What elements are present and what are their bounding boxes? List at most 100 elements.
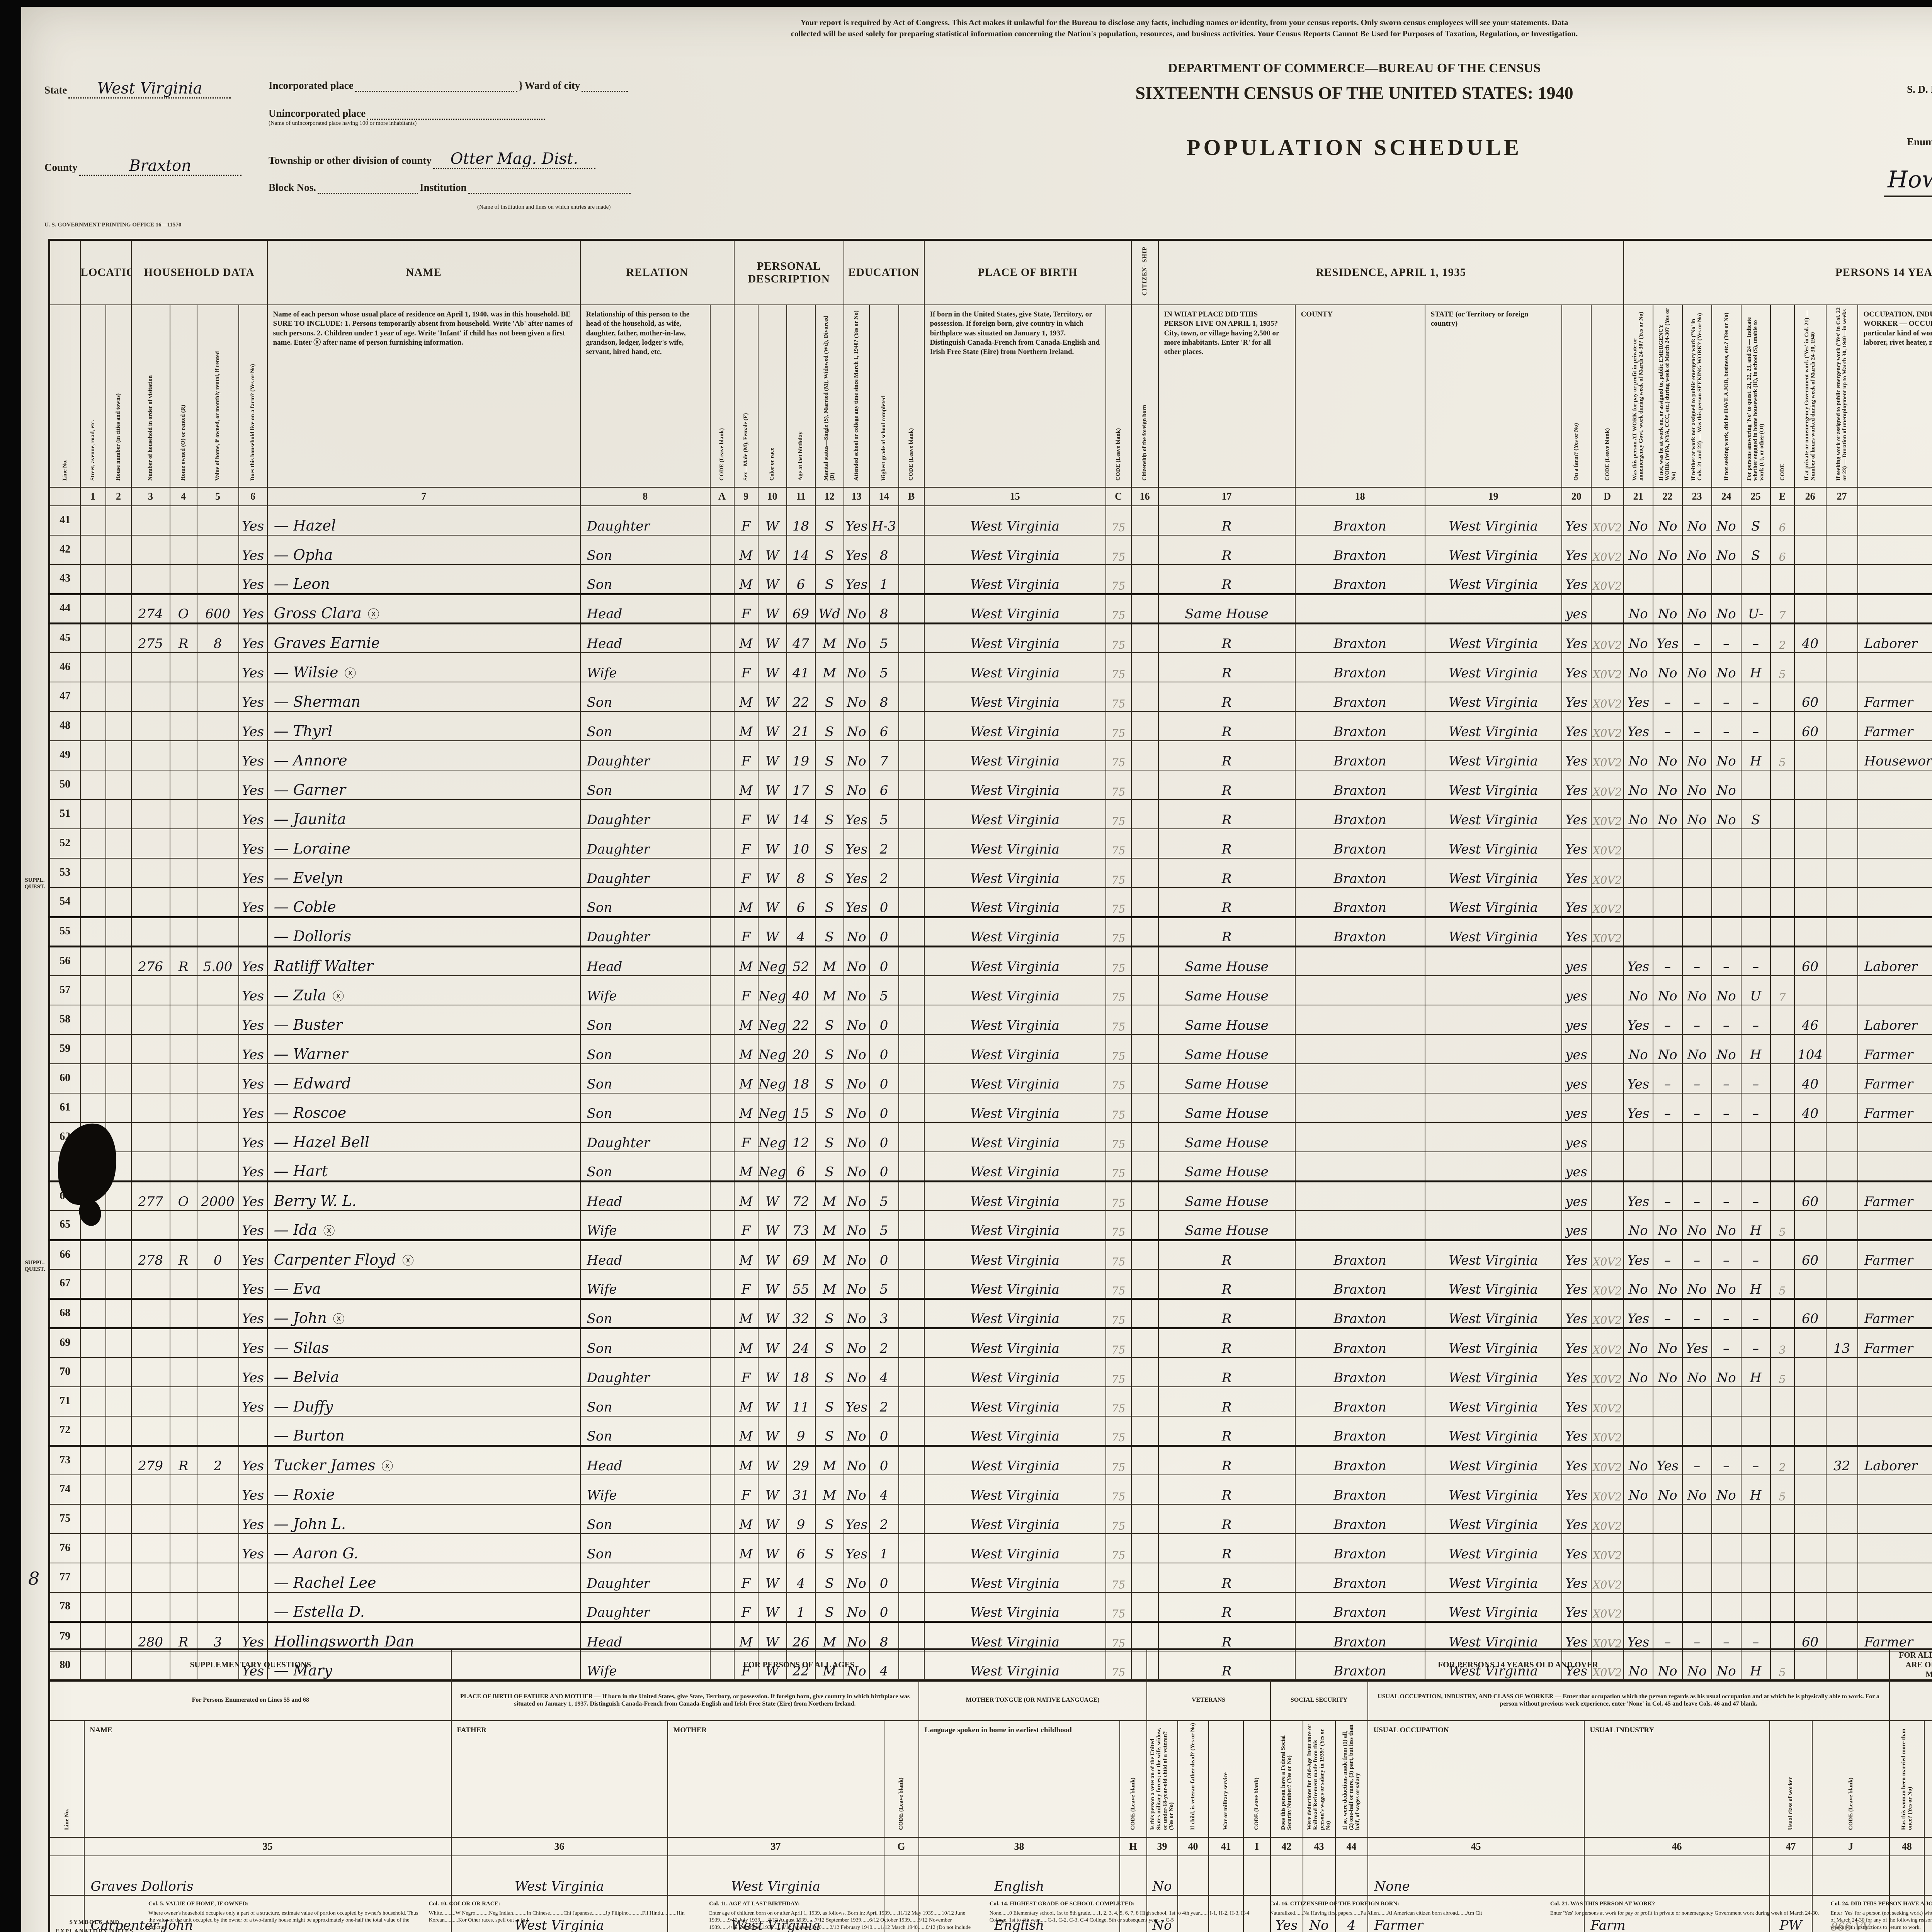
person-name: — Annore (267, 740, 581, 770)
non-worker-class: – (1740, 1328, 1771, 1358)
highest-grade: 4 (869, 1475, 899, 1505)
household-number (131, 535, 170, 565)
attended-school: No (843, 1592, 870, 1622)
enumerated-field: Enumerated by me on April 25-26 , 1940. (1907, 131, 1932, 150)
age: 19 (786, 740, 816, 770)
has-job: – (1711, 1005, 1742, 1035)
residence-1935-farm: Yes (1561, 1504, 1592, 1534)
column-group-header (49, 239, 81, 305)
empty-cell (898, 1533, 925, 1563)
attended-school: No (843, 1034, 870, 1064)
column-number: 2 (105, 487, 132, 506)
supplement-column-number: 45 (1367, 1837, 1585, 1856)
column-number: 22 (1652, 487, 1683, 506)
unemployment-duration (1825, 564, 1858, 594)
residence-1935-farm: Yes (1561, 1621, 1592, 1651)
empty-cell (709, 1005, 735, 1035)
occupation (1857, 916, 1932, 947)
marital-status: S (815, 564, 844, 594)
supplement-column-description: Has this woman been married more than on… (1889, 1720, 1925, 1838)
column-description: Value of home, if owned, or monthly rent… (196, 304, 239, 488)
residence-code: X0V2 (1590, 828, 1624, 859)
residence-1935-farm: Yes (1561, 1475, 1592, 1505)
employment-code (1770, 1621, 1795, 1651)
person-name: — Eva (267, 1269, 581, 1299)
non-worker-class: U (1740, 975, 1771, 1005)
line-number: 42 (49, 535, 81, 565)
residence-1935-farm: Yes (1561, 1328, 1592, 1358)
marital-status: M (815, 622, 844, 653)
at-work: No (1623, 535, 1653, 565)
marital-status: M (815, 1621, 844, 1651)
seeking-work: Yes (1682, 1328, 1712, 1358)
unincorporated-label: Unincorporated place (269, 107, 366, 119)
lives-on-farm: Yes (238, 1005, 268, 1035)
supplement-column-number (49, 1837, 85, 1856)
township-field: Township or other division of county Ott… (269, 150, 848, 169)
emergency-work (1652, 1151, 1683, 1182)
empty-cell (709, 505, 735, 536)
residence-1935-place: R (1158, 770, 1296, 800)
color-or-race: Neg (757, 1034, 787, 1064)
home-value (196, 799, 239, 829)
empty-cell (80, 622, 106, 653)
owned-or-rented: R (169, 945, 197, 976)
household-number (131, 828, 170, 859)
empty-cell (105, 1444, 132, 1475)
lives-on-farm: Yes (238, 858, 268, 888)
seeking-work (1682, 828, 1712, 859)
highest-grade: 2 (869, 858, 899, 888)
unemployment-duration (1825, 1533, 1858, 1563)
place-of-birth: West Virginia (923, 1151, 1106, 1182)
residence-1935-county (1294, 1034, 1425, 1064)
sex: F (733, 652, 759, 682)
line-number: 44 (49, 593, 81, 624)
household-number (131, 1269, 170, 1299)
residence-1935-county (1294, 1180, 1425, 1211)
occupation: Laborer (1857, 1005, 1932, 1035)
highest-grade: H-3 (869, 505, 899, 536)
residence-code: X0V2 (1590, 1328, 1624, 1358)
sex: F (733, 828, 759, 859)
supplement-cell (883, 1895, 919, 1932)
column-number: 23 (1682, 487, 1712, 506)
legal-line-1: Your report is required by Act of Congre… (800, 18, 1568, 27)
supplement-column-description: CODE (Leave blank) (883, 1720, 919, 1838)
supplement-cell (49, 1855, 85, 1896)
column-description: Color or race (757, 304, 787, 488)
line-number: 79 (49, 1621, 81, 1651)
column-description: If born in the United States, give State… (923, 304, 1106, 488)
supplement-column-description: If child, is veteran-father dead? (Yes o… (1177, 1720, 1209, 1838)
empty-cell (709, 1504, 735, 1534)
person-name-text: — Garner (274, 781, 346, 798)
supplement-cell (1243, 1855, 1271, 1896)
at-work: Yes (1623, 1180, 1653, 1211)
supplement-subbanner-label: MOTHER TONGUE (OR NATIVE LANGUAGE) (966, 1697, 1100, 1704)
home-value (196, 652, 239, 682)
unemployment-duration (1825, 1239, 1858, 1270)
emergency-work: – (1652, 1005, 1683, 1035)
column-description-text: CODE (Leave blank) (1115, 428, 1122, 481)
lives-on-farm: Yes (238, 505, 268, 536)
age: 41 (786, 652, 816, 682)
column-number: 14 (869, 487, 899, 506)
residence-1935-county (1294, 593, 1425, 624)
marital-status: S (815, 1151, 844, 1182)
relation: Head (580, 945, 711, 976)
empty-cell (105, 1298, 132, 1329)
supplement-description-text: Line No. (64, 1808, 70, 1830)
column-description: OCCUPATION, INDUSTRY, AND CLASS OF WORKE… (1857, 304, 1932, 488)
supplement-column-description: Usual class of worker (1769, 1720, 1813, 1838)
lives-on-farm: Yes (238, 828, 268, 859)
employment-code: 5 (1770, 1357, 1795, 1387)
marital-status: S (815, 770, 844, 800)
residence-code (1590, 1093, 1624, 1123)
table-row: 59 Yes — Warner Son M Neg 20 S No 0 West Virginia 7… (49, 1034, 1932, 1064)
residence-1935-state: West Virginia (1424, 916, 1562, 947)
residence-code (1590, 1005, 1624, 1035)
census-sheet: Your report is required by Act of Congre… (21, 7, 1932, 1932)
relation: Son (580, 682, 711, 712)
household-number (131, 1416, 170, 1446)
supplement-subbanner-label: PLACE OF BIRTH OF FATHER AND MOTHER — If… (460, 1693, 910, 1707)
household-number (131, 711, 170, 741)
